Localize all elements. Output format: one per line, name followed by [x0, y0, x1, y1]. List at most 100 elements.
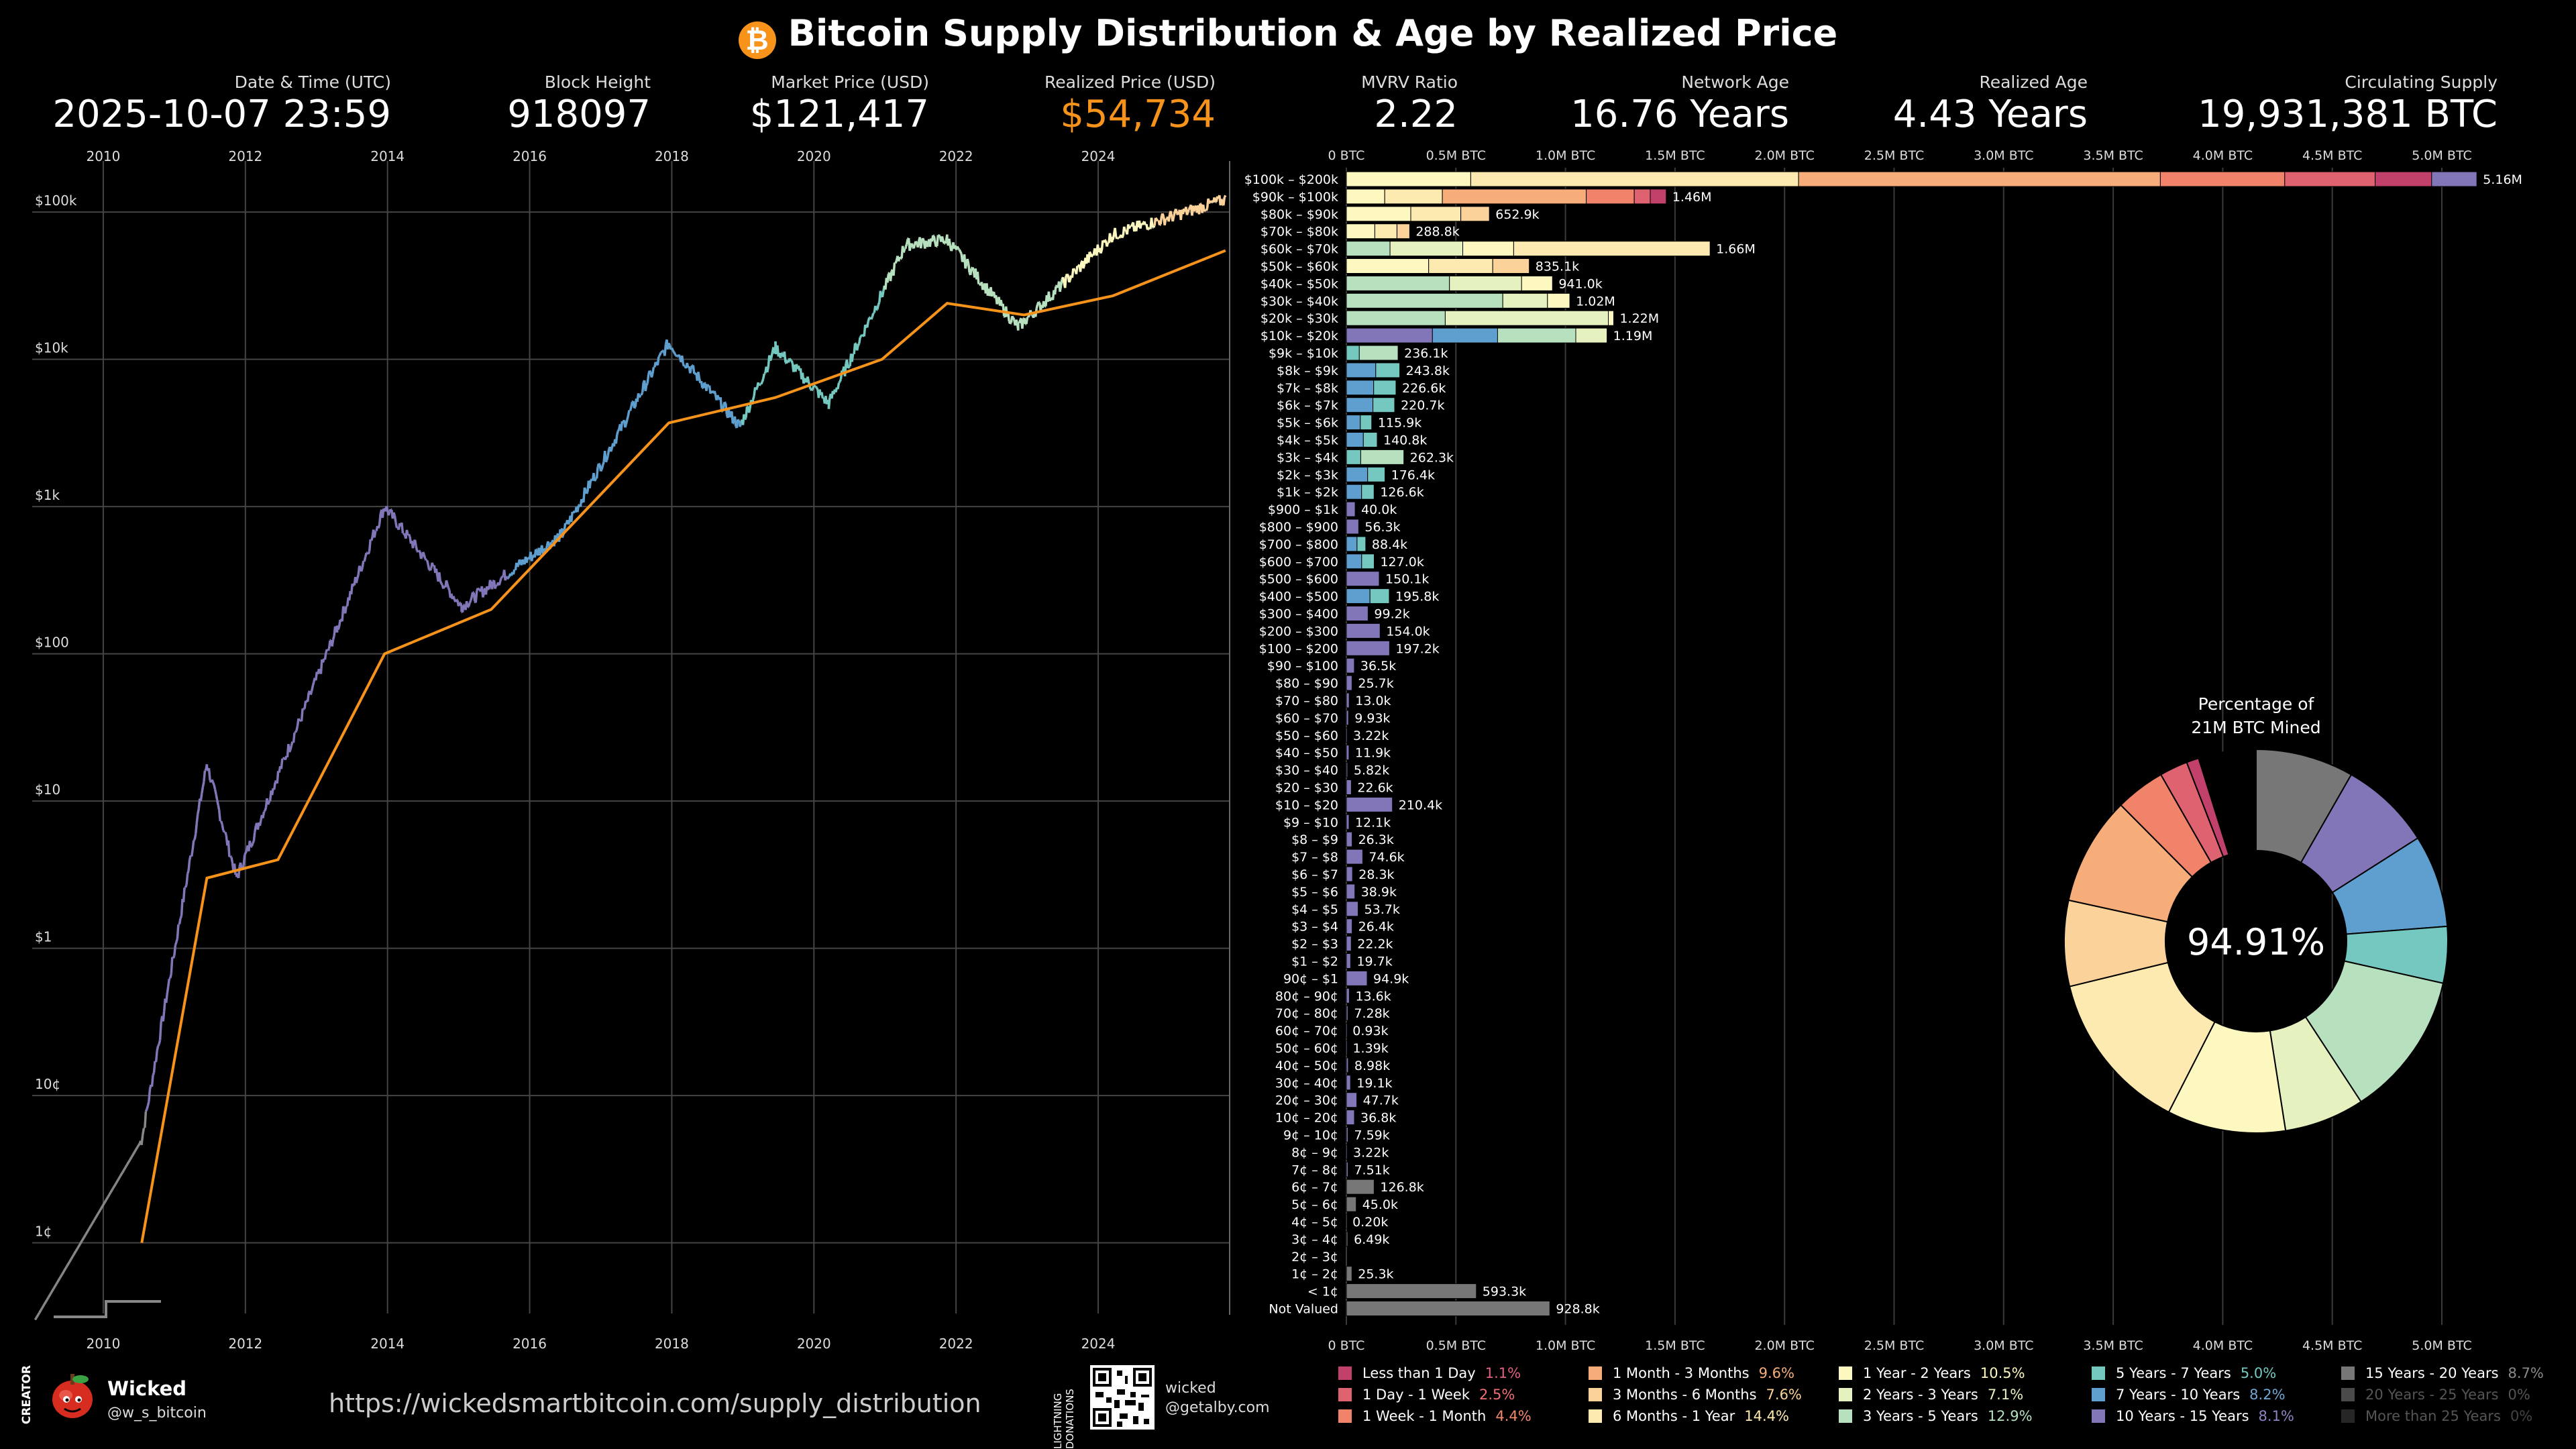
- dist-bar-segment: [1346, 1283, 1477, 1299]
- market-price-segment: [239, 862, 243, 869]
- dist-x-tick-top: 0 BTC: [1328, 148, 1365, 163]
- creator-avatar: [46, 1368, 99, 1422]
- market-price-segment: [377, 524, 381, 529]
- market-price-segment: [58, 1276, 62, 1280]
- bitcoin-logo-icon: ₿: [738, 21, 776, 59]
- market-price-segment: [107, 1194, 111, 1197]
- legend-percent: 8.1%: [2258, 1408, 2294, 1424]
- donation-address[interactable]: @getalby.com: [1165, 1399, 1270, 1416]
- price-x-tick-bottom: 2010: [86, 1336, 120, 1352]
- dist-x-tick-bottom: 4.5M BTC: [2302, 1338, 2362, 1353]
- market-price-segment: [1167, 214, 1171, 222]
- dist-x-tick-bottom: 1.5M BTC: [1645, 1338, 1705, 1353]
- market-price-segment: [99, 1208, 103, 1211]
- dist-bar-value-label: 126.8k: [1380, 1180, 1424, 1195]
- market-price-segment: [869, 316, 871, 319]
- dist-bar-segment: [1346, 745, 1350, 761]
- donation-qr-code[interactable]: [1090, 1365, 1155, 1430]
- dist-bar-segment: [1346, 1196, 1357, 1212]
- dist-bar-segment: [1360, 449, 1405, 465]
- market-price-segment: [435, 568, 439, 576]
- market-price-segment: [148, 1089, 152, 1102]
- market-price-segment: [692, 365, 696, 374]
- dist-bar-segment: [2284, 171, 2376, 187]
- market-price-segment: [68, 1259, 72, 1263]
- dist-row-label: $5k – $6k: [1277, 416, 1338, 431]
- dist-row-label: Not Valued: [1269, 1302, 1338, 1317]
- dist-bar-segment: [1442, 189, 1587, 205]
- market-price-segment: [83, 1235, 87, 1238]
- market-price-segment: [87, 1228, 91, 1232]
- dist-bar-value-label: 928.8k: [1556, 1302, 1599, 1317]
- dist-bar-value-label: 40.0k: [1361, 502, 1397, 517]
- market-price-segment: [166, 986, 170, 994]
- market-price-segment: [35, 1316, 38, 1319]
- market-price-segment: [1223, 195, 1227, 198]
- market-price-segment: [342, 606, 345, 610]
- source-url-link[interactable]: https://wickedsmartbitcoin.com/supply_di…: [329, 1389, 981, 1418]
- legend-swatch: [2092, 1366, 2105, 1380]
- market-price-segment: [814, 385, 818, 389]
- market-price-segment: [713, 390, 717, 395]
- market-price-segment: [305, 700, 307, 703]
- creator-vertical-label: CREATOR: [20, 1365, 34, 1425]
- dist-row-label: $6k – $7k: [1277, 398, 1338, 413]
- dist-bar-value-label: 288.8k: [1415, 225, 1459, 239]
- market-price-segment: [294, 730, 298, 733]
- market-price-segment: [802, 380, 806, 384]
- dist-bar-segment: [1346, 849, 1363, 865]
- creator-handle[interactable]: @w_s_bitcoin: [107, 1405, 207, 1421]
- market-price-segment: [186, 870, 190, 875]
- market-price-segment: [158, 1039, 162, 1045]
- market-price-segment: [327, 640, 331, 649]
- market-price-segment: [1155, 217, 1158, 220]
- dist-row-label: $30k – $40k: [1260, 294, 1338, 309]
- legend-percent: 4.4%: [1495, 1408, 1532, 1424]
- market-price-segment: [942, 240, 946, 244]
- dist-bar-segment: [1346, 432, 1364, 447]
- market-price-segment: [598, 462, 601, 466]
- market-price-segment: [77, 1244, 81, 1247]
- market-price-segment: [86, 1230, 89, 1234]
- market-price-segment: [670, 347, 674, 352]
- dist-bar-value-label: 47.7k: [1363, 1093, 1399, 1108]
- market-price-segment: [1114, 227, 1118, 237]
- market-price-segment: [1072, 268, 1075, 271]
- dist-row-label: $9 – $10: [1283, 815, 1338, 830]
- market-price-segment: [447, 587, 451, 591]
- market-price-segment: [857, 337, 861, 344]
- legend-percent: 0%: [2510, 1408, 2533, 1424]
- dist-row-label: $8k – $9k: [1277, 364, 1338, 378]
- market-price-segment: [966, 258, 970, 264]
- dist-bar-segment: [1428, 258, 1493, 274]
- market-price-segment: [288, 749, 292, 753]
- market-price-segment: [213, 789, 217, 795]
- dist-row-label: $3k – $4k: [1277, 450, 1338, 465]
- legend-item: 1 Year - 2 Years 10.5%: [1839, 1365, 2025, 1381]
- market-price-segment: [424, 557, 427, 561]
- market-price-segment: [855, 345, 859, 351]
- market-price-segment: [158, 1022, 162, 1040]
- market-price-segment: [644, 384, 648, 392]
- market-price-segment: [638, 394, 642, 398]
- dist-row-label: $50k – $60k: [1260, 260, 1338, 274]
- dist-bar-segment: [1346, 866, 1353, 882]
- stat-5: Network Age 16.76 Years: [1570, 72, 1789, 135]
- dist-bar-segment: [1346, 1266, 1352, 1282]
- dist-row-label: $4k – $5k: [1277, 433, 1338, 448]
- market-price-segment: [1121, 235, 1124, 239]
- market-price-segment: [467, 602, 471, 607]
- market-price-segment: [60, 1273, 64, 1276]
- market-price-segment: [89, 1225, 93, 1228]
- market-price-segment: [98, 1210, 101, 1213]
- price-y-tick-label: $10k: [35, 340, 68, 356]
- price-x-tick-bottom: 2022: [939, 1336, 973, 1352]
- dist-bar-value-label: 28.3k: [1358, 867, 1394, 882]
- legend-label: More than 25 Years: [2365, 1408, 2501, 1424]
- dist-row-label: 8¢ – 9¢: [1291, 1145, 1338, 1160]
- legend-percent: 2.5%: [1479, 1387, 1515, 1403]
- dist-bar-segment: [1346, 640, 1390, 656]
- dist-bar-segment: [1346, 466, 1368, 482]
- market-price-segment: [1177, 211, 1180, 215]
- dist-bar-value-label: 5.82k: [1354, 763, 1389, 778]
